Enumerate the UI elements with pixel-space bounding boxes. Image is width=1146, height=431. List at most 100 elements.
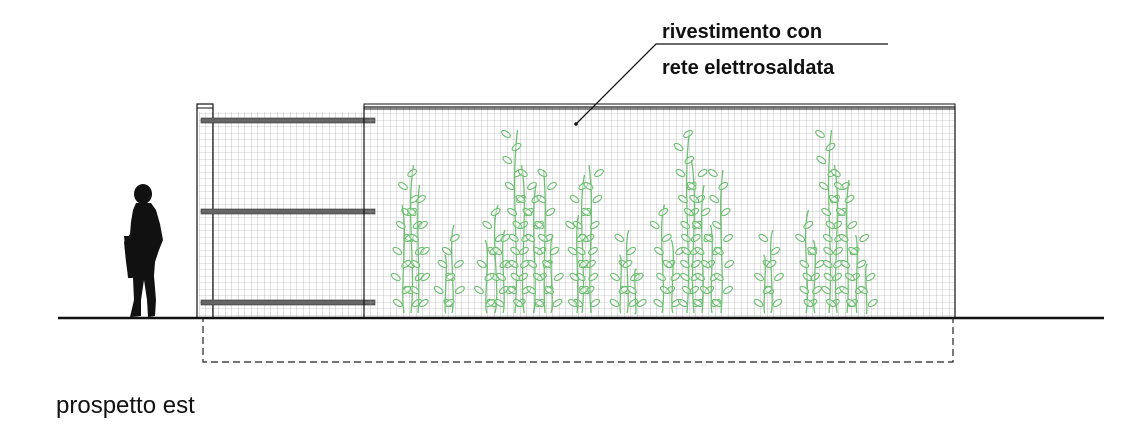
plant-leaf — [858, 285, 869, 295]
annotation-line-1: rivestimento con — [662, 21, 822, 43]
plant-leaf — [766, 259, 777, 269]
plant-leaf — [799, 259, 810, 269]
plant-leaf — [534, 298, 545, 308]
plant-leaf — [754, 272, 765, 282]
plant-stem — [520, 164, 526, 314]
plant-leaf — [821, 285, 832, 295]
plant-stem — [626, 229, 630, 314]
plant-leaf — [774, 272, 784, 282]
plant-leaf — [490, 207, 501, 217]
plant-leaf — [531, 194, 542, 204]
plant-leaf — [653, 298, 664, 308]
plant-leaf — [496, 272, 506, 282]
gate-rail-top — [200, 117, 376, 124]
plant-leaf — [417, 220, 428, 230]
plant-leaf — [707, 168, 718, 178]
plant-leaf — [720, 207, 731, 217]
plant-stem — [401, 204, 405, 314]
plant-leaf — [527, 259, 538, 269]
plant-leaf — [410, 259, 421, 269]
plant-leaf — [501, 129, 511, 139]
plant-stem — [588, 164, 592, 314]
plant-leaf — [711, 298, 722, 308]
plant-leaf — [524, 207, 534, 217]
plant-stem — [770, 229, 774, 314]
plant-leaf — [532, 272, 543, 282]
plant-leaf — [718, 181, 729, 191]
plant-leaf — [494, 298, 505, 308]
plant-leaf — [723, 285, 733, 295]
plant-leaf — [690, 259, 701, 269]
plant-leaf — [485, 298, 496, 308]
plant-leaf — [818, 181, 829, 191]
plant-leaf — [565, 220, 575, 230]
plant-leaf — [549, 246, 560, 256]
wall-coping — [363, 103, 956, 110]
plant-stem — [690, 159, 696, 314]
plant-leaf — [515, 194, 526, 204]
plant-leaf — [542, 259, 552, 269]
plant-leaf — [656, 272, 666, 282]
plant-leaf — [815, 129, 825, 139]
plant-stem — [720, 169, 724, 314]
plant-leaf — [443, 298, 454, 308]
plant-leaf — [713, 246, 724, 256]
plant-leaf — [441, 246, 452, 256]
plant-leaf — [576, 233, 587, 243]
plant-leaf — [678, 194, 688, 204]
plant-leaf — [390, 272, 401, 282]
plant-leaf — [835, 207, 846, 217]
plant-leaf — [833, 181, 844, 191]
plant-leaf — [636, 298, 647, 308]
plant-leaf — [588, 272, 599, 282]
plant-leaf — [762, 285, 773, 295]
plant-leaf — [847, 220, 858, 230]
plant-leaf — [507, 285, 518, 295]
plant-leaf — [579, 285, 589, 295]
plant-leaf — [536, 194, 547, 204]
plant-stem — [685, 129, 691, 314]
plant-leaf — [830, 168, 841, 178]
plant-leaf — [654, 246, 664, 256]
plant-stem — [701, 184, 705, 314]
plant-leaf — [675, 168, 686, 178]
plant-leaf — [510, 272, 521, 282]
plant-leaf — [856, 259, 867, 269]
plant-leaf — [581, 207, 591, 217]
plant-leaf — [583, 181, 594, 191]
plant-leaf — [825, 142, 836, 152]
plant-leaf — [544, 285, 555, 295]
annotation-line-2: rete elettrosaldata — [662, 57, 835, 79]
plant-stem — [443, 254, 447, 314]
plant-stem — [634, 268, 638, 315]
plant-leaf — [681, 246, 691, 256]
plant-leaf — [825, 220, 836, 230]
plant-leaf — [473, 285, 484, 295]
plant-leaf — [712, 220, 722, 230]
plant-leaf — [661, 233, 672, 243]
plant-leaf — [695, 272, 705, 282]
plant-leaf — [537, 168, 548, 178]
plant-leaf — [486, 298, 497, 308]
plant-leaf — [567, 298, 578, 308]
plant-leaf — [803, 220, 814, 230]
gate-rail-bottom — [200, 299, 376, 306]
plant-leaf — [508, 259, 519, 269]
plant-leaf — [419, 246, 430, 256]
plant-leaf — [614, 233, 625, 243]
plant-leaf — [502, 155, 513, 165]
plant-leaf — [594, 168, 604, 178]
plant-leaf — [406, 207, 417, 217]
plant-leaf — [626, 285, 637, 295]
plant-leaf — [569, 272, 580, 282]
plant-leaf — [700, 259, 711, 269]
plant-stem — [846, 179, 850, 314]
plant-leaf — [723, 233, 734, 243]
plant-leaf — [683, 129, 693, 139]
plant-leaf — [537, 233, 548, 243]
plant-leaf — [840, 259, 851, 269]
plant-stem — [576, 214, 580, 314]
plant-leaf — [675, 246, 686, 256]
plant-leaf — [680, 259, 690, 269]
plant-leaf — [578, 181, 589, 191]
